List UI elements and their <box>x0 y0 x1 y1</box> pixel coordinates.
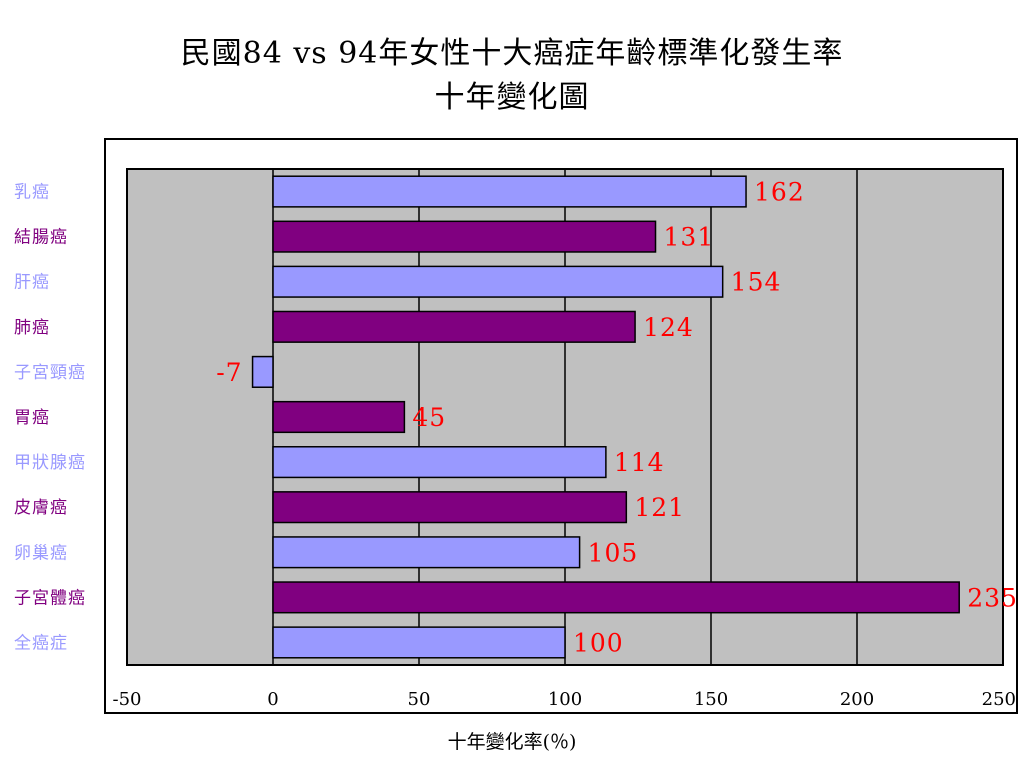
data-label: 162 <box>754 178 805 207</box>
chart-title-line-1: 民國84 vs 94年女性十大癌症年齡標準化發生率 <box>180 36 844 71</box>
x-tick-label: 100 <box>548 689 582 710</box>
category-label: 肺癌 <box>14 318 50 338</box>
data-label: 114 <box>614 448 665 477</box>
category-label: 結腸癌 <box>14 228 68 248</box>
bar <box>272 265 724 298</box>
data-label: 154 <box>731 268 782 297</box>
category-label: 子宮體癌 <box>14 588 86 608</box>
data-label: 100 <box>573 628 624 657</box>
category-label: 卵巢癌 <box>14 543 68 563</box>
x-tick-label: -50 <box>113 689 142 710</box>
category-label: 肝癌 <box>14 273 50 293</box>
data-label: -7 <box>216 358 242 387</box>
data-label: 235 <box>967 583 1018 612</box>
data-label: 105 <box>588 538 639 567</box>
category-label: 乳癌 <box>14 183 50 203</box>
chart-title-line-2: 十年變化圖 <box>434 80 590 115</box>
bar <box>272 175 747 208</box>
category-label: 胃癌 <box>14 408 50 428</box>
category-label: 甲狀腺癌 <box>14 453 86 473</box>
bar <box>272 400 406 434</box>
bar <box>251 355 274 388</box>
data-label: 121 <box>634 493 685 522</box>
bar <box>272 536 581 569</box>
category-label: 皮膚癌 <box>14 498 68 518</box>
bar <box>272 220 657 253</box>
x-tick-label: 150 <box>694 689 728 710</box>
bar <box>272 446 607 479</box>
bar <box>272 626 566 659</box>
x-axis-title: 十年變化率(％) <box>447 731 577 753</box>
x-tick-label: 200 <box>840 689 874 710</box>
x-tick-label: 50 <box>408 689 431 710</box>
x-tick-label: 0 <box>267 689 278 710</box>
bar <box>272 310 636 343</box>
bar <box>272 491 628 524</box>
category-label: 子宮頸癌 <box>14 363 86 383</box>
chart-title: 民國84 vs 94年女性十大癌症年齡標準化發生率 十年變化圖 <box>0 32 1024 120</box>
bar <box>272 581 960 614</box>
category-label: 全癌症 <box>14 633 68 653</box>
data-label: 45 <box>412 403 446 432</box>
data-label: 124 <box>643 313 694 342</box>
x-tick-label: 250 <box>982 689 1016 710</box>
data-label: 131 <box>664 223 715 252</box>
